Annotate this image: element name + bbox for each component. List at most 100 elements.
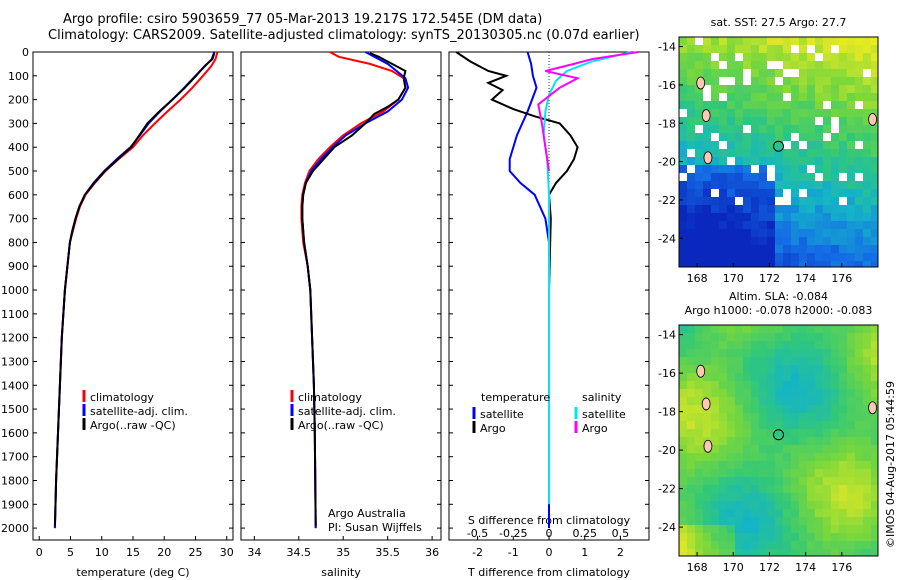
map-cell	[839, 493, 847, 501]
map-cell	[743, 509, 751, 517]
map-cell	[831, 397, 839, 405]
map-cell	[727, 141, 735, 149]
map-cell	[743, 53, 751, 61]
map-cell	[799, 133, 807, 141]
map-cell	[847, 125, 855, 133]
legend-label: satellite-adj. clim.	[298, 405, 396, 418]
map-cell	[743, 109, 751, 117]
map-cell	[687, 213, 695, 221]
map-cell	[679, 453, 687, 461]
map-cell	[679, 541, 687, 549]
legend-label: Argo(..raw -QC)	[298, 419, 384, 432]
map-cell	[679, 189, 687, 197]
sla-map: 168 170 172 174 176-14-16-18-20-22-24Altim. …	[658, 290, 879, 574]
map-cell	[815, 469, 823, 477]
map-cell	[711, 85, 719, 93]
map-cell	[815, 229, 823, 237]
map-cell	[743, 189, 751, 197]
map-cell	[679, 429, 687, 437]
map-cell	[711, 53, 719, 61]
map-cell	[727, 213, 735, 221]
map-cell	[831, 421, 839, 429]
map-cell	[863, 45, 871, 53]
map-cell	[703, 197, 711, 205]
map-cell	[735, 45, 743, 53]
map-cell	[711, 213, 719, 221]
map-cell	[751, 453, 759, 461]
lat-tick-label: -14	[658, 329, 676, 342]
map-cell	[839, 405, 847, 413]
map-cell	[719, 469, 727, 477]
map-cell	[767, 445, 775, 453]
map-cell	[783, 341, 791, 349]
map-cell	[751, 61, 759, 69]
map-cell	[791, 149, 799, 157]
map-cell	[839, 109, 847, 117]
map-cell	[743, 493, 751, 501]
lat-tick-label: -22	[658, 483, 676, 496]
map-cell	[823, 117, 831, 125]
map-cell	[727, 109, 735, 117]
map-cell	[823, 381, 831, 389]
map-cell	[703, 141, 711, 149]
map-cell	[695, 141, 703, 149]
map-cell	[855, 469, 863, 477]
map-cell	[815, 365, 823, 373]
map-cell	[807, 341, 815, 349]
map-cell	[807, 149, 815, 157]
map-cell	[799, 157, 807, 165]
depth-tick-label: 0	[22, 46, 29, 59]
map-cell	[719, 429, 727, 437]
map-cell	[871, 437, 878, 445]
map-cell	[871, 157, 878, 165]
map-cell	[719, 141, 727, 149]
map-cell	[679, 525, 687, 533]
map-cell	[767, 253, 775, 261]
map-cell	[799, 501, 807, 509]
map-cell	[823, 229, 831, 237]
map-cell	[791, 413, 799, 421]
map-cell	[775, 189, 783, 197]
map-cell	[783, 525, 791, 533]
series-line-argo	[301, 52, 407, 526]
map-cell	[759, 141, 767, 149]
map-cell	[679, 173, 687, 181]
map-cell	[767, 413, 775, 421]
map-cell	[863, 381, 871, 389]
map-cell	[871, 333, 878, 341]
map-cell	[847, 397, 855, 405]
map-cell	[759, 341, 767, 349]
map-cell	[743, 261, 751, 267]
map-cell	[679, 245, 687, 253]
map-cell	[679, 213, 687, 221]
map-cell	[759, 349, 767, 357]
map-cell	[679, 149, 687, 157]
map-cell	[727, 469, 735, 477]
map-cell	[767, 333, 775, 341]
map-cell	[847, 69, 855, 77]
map-cell	[791, 405, 799, 413]
map-cell	[775, 173, 783, 181]
island-outline	[701, 109, 711, 122]
map-cell	[823, 253, 831, 261]
map-cell	[711, 445, 719, 453]
lon-tick-label: 168	[687, 561, 708, 574]
map-cell	[855, 525, 863, 533]
map-cell	[847, 365, 855, 373]
map-cell	[759, 77, 767, 85]
map-cell	[759, 325, 767, 333]
map-cell	[847, 173, 855, 181]
map-cell	[831, 333, 839, 341]
map-cell	[719, 405, 727, 413]
map-cell	[727, 181, 735, 189]
map-cell	[839, 333, 847, 341]
map-cell	[799, 325, 807, 333]
map-cell	[695, 517, 703, 525]
map-cell	[687, 381, 695, 389]
map-cell	[847, 517, 855, 525]
map-cell	[743, 213, 751, 221]
lat-tick-label: -16	[658, 367, 676, 380]
map-cell	[695, 333, 703, 341]
map-cell	[831, 445, 839, 453]
map-cell	[679, 69, 687, 77]
